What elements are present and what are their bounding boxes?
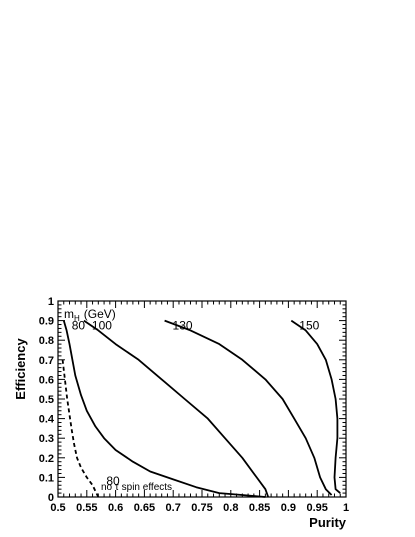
x-tick-label: 0.85 <box>249 502 270 514</box>
x-axis-ticks: 0.5 0.55 0.6 0.65 0.7 0.75 0.8 0.85 0.9 0.95 1 <box>50 301 349 514</box>
y-tick-label: 0.3 <box>39 433 54 445</box>
y-axis-ticks: 0 0.1 0.2 0.3 0.4 0.5 0.6 0.7 0.8 0.9 1 <box>39 296 346 504</box>
x-tick-label: 0.6 <box>108 502 123 514</box>
y-tick-label: 0.4 <box>39 414 55 426</box>
curve-label-100: 100 <box>92 318 112 332</box>
x-tick-label: 0.65 <box>134 502 155 514</box>
x-tick-label: 0.55 <box>76 502 97 514</box>
series-line-100 <box>83 319 270 498</box>
x-tick-label: 0.5 <box>50 502 65 514</box>
series-line-150 <box>290 319 341 494</box>
x-tick-label: 0.9 <box>281 502 296 514</box>
series-line-80 <box>62 320 266 498</box>
legend-header: mH (GeV) <box>64 307 116 323</box>
x-tick-label: 1 <box>343 502 349 514</box>
curve-label-150: 150 <box>299 318 319 332</box>
y-tick-label: 0.2 <box>39 453 54 465</box>
curve-label-80: 80 <box>72 318 86 332</box>
y-axis-title: Efficiency <box>13 338 28 400</box>
curve-labels: 80 100 130 150 80 <box>72 318 320 488</box>
curve-label-130: 130 <box>173 318 193 332</box>
y-tick-label: 0.9 <box>39 316 54 328</box>
curve-label-80-dashed: 80 <box>106 474 120 488</box>
x-axis-title: Purity <box>309 515 347 530</box>
x-tick-label: 0.8 <box>223 502 238 514</box>
x-tick-label: 0.95 <box>306 502 327 514</box>
series-line-130 <box>164 319 333 496</box>
y-tick-label: 0.7 <box>39 355 54 367</box>
y-tick-label: 0.5 <box>39 394 54 406</box>
legend-header-m: m <box>64 307 74 321</box>
x-tick-label: 0.75 <box>191 502 212 514</box>
series-lines <box>61 319 341 498</box>
series-line-80-dashed <box>61 359 100 498</box>
x-tick-label: 0.7 <box>166 502 181 514</box>
y-tick-label: 1 <box>48 296 54 308</box>
svg-text:mH(GeV): mH (GeV) <box>64 307 116 323</box>
y-tick-label: 0.8 <box>39 335 54 347</box>
legend-header-sub: H <box>74 314 80 323</box>
y-tick-label: 0 <box>48 492 54 504</box>
y-tick-label: 0.6 <box>39 374 54 386</box>
legend-header-unit: (GeV) <box>84 307 116 321</box>
no-tau-spin-annotation: no τ spin effects <box>101 482 172 493</box>
y-tick-label: 0.1 <box>39 472 54 484</box>
